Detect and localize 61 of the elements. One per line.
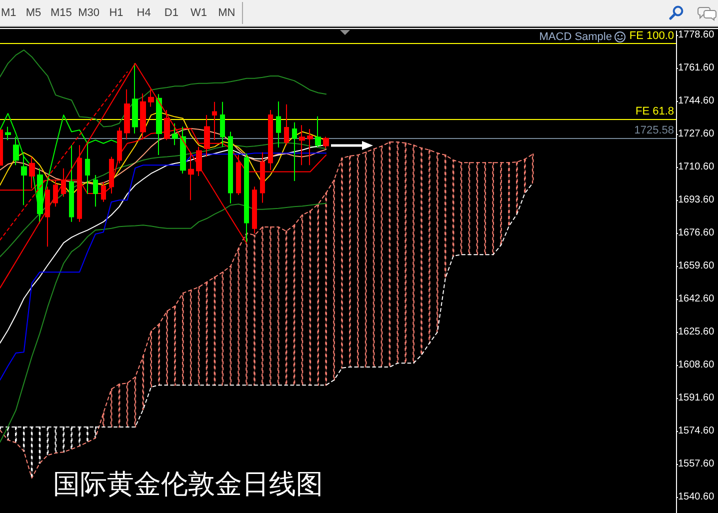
timeframe-button: M15 [50, 6, 72, 20]
timeframe-button: M1 [1, 6, 16, 20]
candlestick [299, 124, 305, 166]
y-tick-label: 1676.60 [678, 228, 715, 239]
candlestick [284, 104, 289, 146]
timeframe-button: M30 [78, 6, 100, 20]
candlestick [93, 174, 98, 208]
y-tick-label: 1761.60 [678, 62, 715, 74]
candlestick [29, 156, 35, 189]
candlestick [5, 126, 11, 141]
y-tick-label: 1625.60 [678, 326, 715, 338]
y-tick-label: 1642.60 [678, 294, 715, 305]
ref-line-label: FE 100.0 [629, 30, 674, 42]
candlestick [188, 151, 194, 201]
candlestick [69, 144, 74, 222]
timeframe-button: M5 [26, 6, 42, 20]
timeframe-button: H4 [136, 6, 151, 20]
line-series [0, 50, 327, 128]
candlestick [13, 136, 19, 166]
annotation: MACD Sample [539, 31, 612, 43]
candlestick [323, 136, 329, 149]
timeframe-button: W1 [190, 6, 207, 20]
y-tick-label: 1778.60 [678, 30, 715, 41]
line-series [0, 142, 327, 258]
timeframe-button: D1 [164, 6, 178, 20]
y-tick-label: 1659.60 [678, 260, 715, 272]
candlestick [148, 88, 154, 108]
candlestick [85, 142, 90, 195]
timeframe-button: MN [218, 6, 236, 20]
candlestick [21, 154, 27, 206]
candlestick [124, 88, 130, 140]
candlestick [156, 94, 162, 156]
candlestick [252, 186, 257, 234]
y-tick-label: 1608.60 [678, 360, 715, 371]
candlestick [228, 131, 233, 204]
y-tick-label: 1540.60 [678, 492, 715, 503]
candlestick [307, 128, 313, 166]
line-series [0, 152, 327, 381]
y-tick-label: 1557.60 [678, 458, 715, 470]
candlestick [172, 122, 178, 146]
candlestick [276, 100, 281, 148]
candlestick [212, 101, 217, 141]
y-tick-label: 1574.60 [678, 426, 715, 437]
y-tick-label: 1727.60 [678, 128, 715, 140]
y-tick-label: 1591.60 [678, 392, 715, 404]
timeframe-button: H1 [109, 6, 124, 20]
candlestick [220, 101, 225, 148]
y-tick-label: 1693.60 [678, 194, 715, 206]
ref-line-label: 1725.58 [634, 124, 674, 136]
y-tick-label: 1710.60 [678, 162, 715, 173]
candlestick [180, 126, 186, 174]
candlestick [45, 186, 50, 248]
line-series [0, 202, 327, 443]
text: 国际黄金伦敦金日线图 [53, 469, 323, 500]
candlestick [292, 122, 297, 182]
ref-line-label: FE 61.8 [635, 106, 674, 118]
candlestick [132, 62, 138, 134]
candlestick [196, 146, 202, 177]
line-series [0, 182, 534, 428]
y-tick-label: 1744.60 [678, 96, 715, 107]
candlestick [315, 116, 321, 148]
